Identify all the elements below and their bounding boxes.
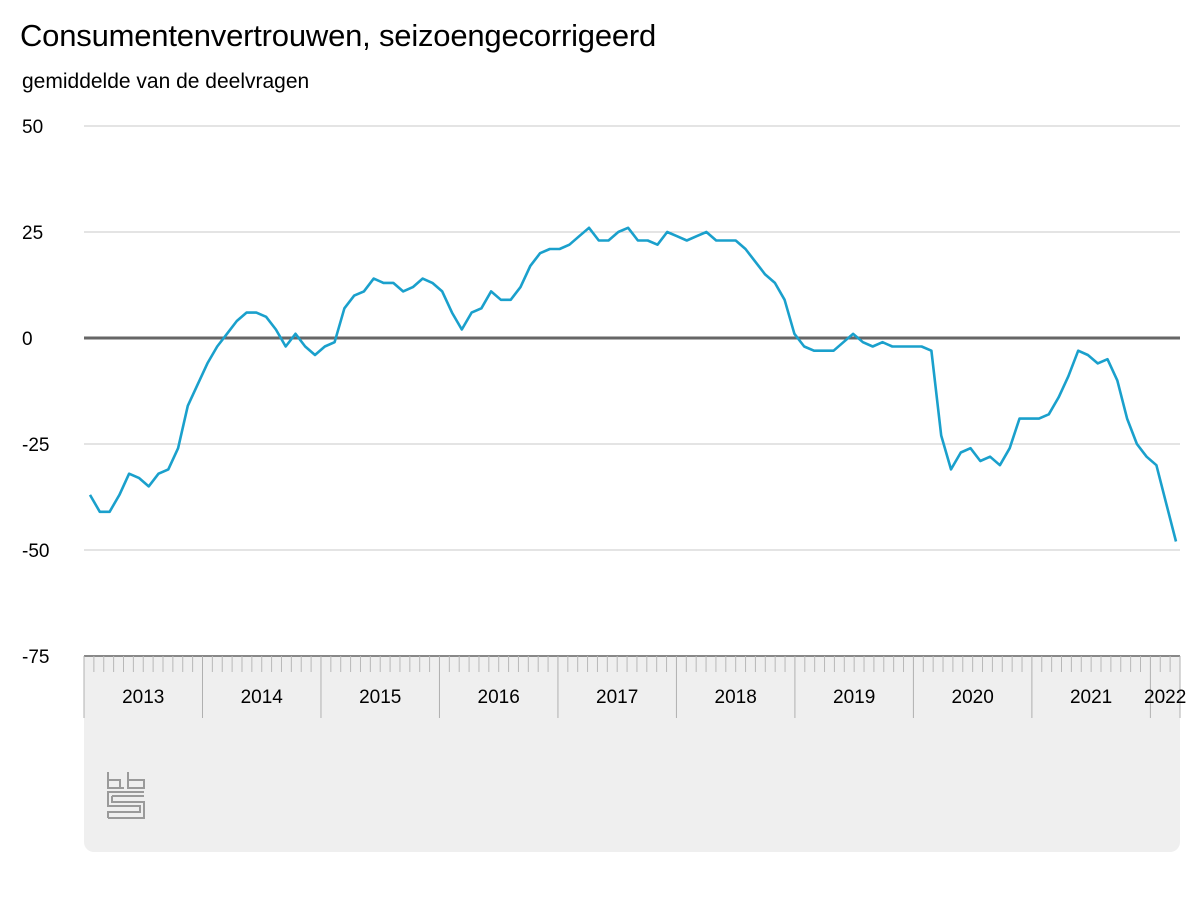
x-tick-label: 2017 xyxy=(596,687,638,708)
y-tick-label: 25 xyxy=(22,223,43,244)
x-tick-label: 2018 xyxy=(715,687,757,708)
y-tick-label: 0 xyxy=(22,329,33,350)
x-axis: 2013 2014 2015 2016 2017 2018 2019 2020 2021 2022 xyxy=(83,656,1186,718)
x-tick-label: 2019 xyxy=(833,687,875,708)
chart-title: Consumentenvertrouwen, seizoengecorrigee… xyxy=(20,18,657,53)
x-axis-band xyxy=(84,656,1180,718)
series xyxy=(88,226,1178,542)
x-tick-label: 2014 xyxy=(241,687,284,708)
series-line xyxy=(88,226,1178,542)
y-tick-label: 50 xyxy=(22,117,43,138)
x-axis-panel xyxy=(84,718,1180,852)
x-tick-label: 2013 xyxy=(122,687,164,708)
x-tick-label: 2016 xyxy=(478,687,520,708)
y-axis: 50 25 0 -25 -50 -75 xyxy=(22,117,49,668)
cbs-logo-icon xyxy=(107,772,145,819)
y-tick-label: -75 xyxy=(22,647,49,668)
chart-subtitle: gemiddelde van de deelvragen xyxy=(22,70,310,93)
y-tick-label: -50 xyxy=(22,541,49,562)
gridlines xyxy=(84,125,1180,657)
x-tick-label: 2015 xyxy=(359,687,401,708)
x-tick-label: 2020 xyxy=(952,687,994,708)
x-tick-label: 2021 xyxy=(1070,687,1112,708)
y-tick-label: -25 xyxy=(22,435,49,456)
x-tick-label: 2022 xyxy=(1144,687,1186,708)
